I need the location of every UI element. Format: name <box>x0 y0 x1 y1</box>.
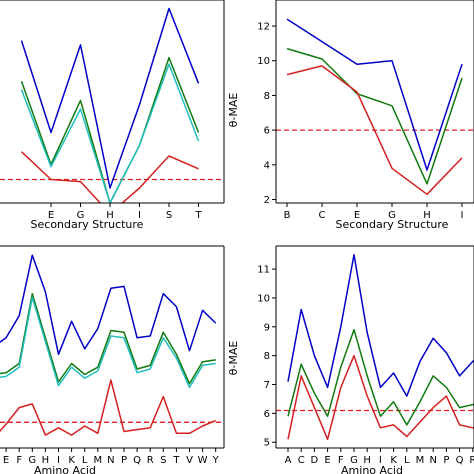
series-line-cyan <box>20 63 200 203</box>
x-tick-label: E <box>354 210 360 221</box>
x-tick-label: K <box>390 455 397 466</box>
y-tick-label: 6 <box>264 126 270 137</box>
y-tick-label: 8 <box>264 91 270 102</box>
x-tick-label: H <box>363 455 371 466</box>
x-axis-label-top-right: Secondary Structure <box>336 218 449 231</box>
series-line-green <box>287 328 474 426</box>
x-tick-label: I <box>461 210 464 221</box>
y-tick-label: 2 <box>264 195 270 206</box>
x-tick-label: P <box>121 455 127 466</box>
x-tick-label: H <box>106 210 114 221</box>
x-tick-label: A <box>285 455 292 466</box>
y-tick-label: 5 <box>264 438 270 449</box>
y-axis-label-bottom-right: θ-MAE <box>227 341 240 376</box>
x-axis-label-bottom-left: Amino Acid <box>34 464 96 474</box>
x-tick-label: C <box>319 210 326 221</box>
x-axis-label-bottom-right: Amino Acid <box>341 464 403 474</box>
x-tick-label: H <box>42 455 50 466</box>
x-tick-label: Q <box>456 455 464 466</box>
y-tick-label: 10 <box>257 293 270 304</box>
panel-top-right: B C E G H I 2 4 6 8 10 12 <box>257 0 474 221</box>
x-tick-label: H <box>423 210 431 221</box>
y-axis-label-top-right: θ-MAE <box>227 93 240 128</box>
y-tick-label: 9 <box>264 322 270 333</box>
y-tick-label: 11 <box>257 265 270 276</box>
x-tick-label: Y <box>212 455 220 466</box>
y-tick-label: 10 <box>257 56 270 67</box>
x-tick-label: Q <box>133 455 141 466</box>
x-tick-label: N <box>107 455 114 466</box>
x-tick-label: E <box>3 455 9 466</box>
series-line-blue <box>20 7 200 189</box>
x-tick-label: R <box>147 455 154 466</box>
series-line-cyan <box>0 296 216 389</box>
x-tick-label: N <box>429 455 436 466</box>
series-line-green <box>0 292 216 385</box>
x-tick-label: I <box>57 455 60 466</box>
x-tick-label: E <box>48 210 54 221</box>
x-tick-label: B <box>284 210 291 221</box>
y-tick-label: 6 <box>264 409 270 420</box>
x-tick-label: T <box>194 210 202 221</box>
x-tick-label: F <box>338 455 344 466</box>
series-line-red <box>286 65 463 196</box>
x-tick-label: G <box>77 210 85 221</box>
x-tick-label: I <box>138 210 141 221</box>
series-line-red <box>287 354 474 441</box>
y-tick-label: 12 <box>257 22 270 33</box>
x-tick-label: G <box>350 455 358 466</box>
x-tick-label: I <box>379 455 382 466</box>
series-line-red <box>20 151 199 203</box>
y-tick-label: 7 <box>264 380 270 391</box>
x-tick-label: W <box>198 455 208 466</box>
x-tick-label: R <box>469 455 474 466</box>
series-line-red <box>0 379 216 436</box>
series-line-blue <box>287 253 474 397</box>
x-tick-label: L <box>404 455 410 466</box>
x-tick-label: M <box>93 455 102 466</box>
x-tick-label: S <box>160 455 166 466</box>
x-tick-label: C <box>298 455 305 466</box>
y-tick-label: 8 <box>264 351 270 362</box>
series-line-blue <box>0 254 217 356</box>
x-tick-label: T <box>172 455 180 466</box>
x-tick-label: D <box>311 455 319 466</box>
x-tick-label: V <box>186 455 193 466</box>
x-tick-label: S <box>166 210 172 221</box>
x-tick-label: F <box>16 455 22 466</box>
x-tick-label: M <box>416 455 425 466</box>
series-line-blue <box>286 18 463 171</box>
x-axis-label-top-left: Secondary Structure <box>31 218 144 231</box>
series-line-green <box>286 47 463 185</box>
x-tick-label: G <box>388 210 396 221</box>
x-tick-label: K <box>68 455 75 466</box>
panel-bottom-right: A C D E F G H I K L M N P Q R 5 6 7 8 9 10 11 <box>257 245 474 466</box>
y-tick-label: 4 <box>264 160 270 171</box>
x-tick-label: P <box>443 455 449 466</box>
x-tick-label: G <box>28 455 36 466</box>
series-line-green <box>20 56 200 203</box>
x-tick-label: E <box>324 455 330 466</box>
x-tick-label: L <box>82 455 88 466</box>
